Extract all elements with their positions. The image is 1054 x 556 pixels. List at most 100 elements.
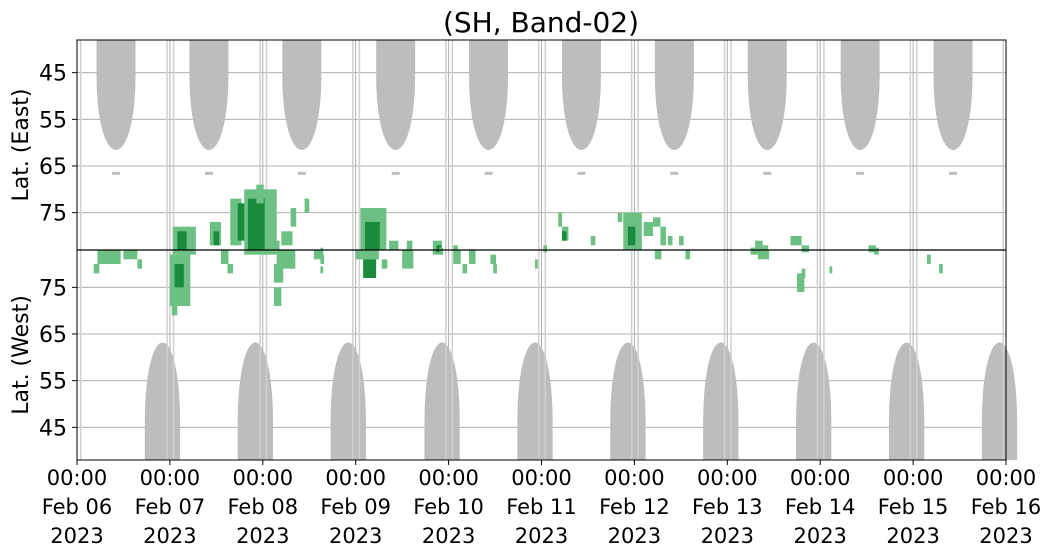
x-tick-time: 00:00 [140,466,201,490]
upper-y-tick-label: 45 [39,62,67,87]
green-patch-west [402,250,414,269]
green-patch-east [558,212,562,227]
green-patch-west [685,250,691,260]
x-tick-time: 00:00 [604,466,665,490]
gray-region-east [96,40,136,150]
x-tick-year: 2023 [422,524,475,548]
green-patch-east [281,231,293,246]
gray-region-east [933,40,973,150]
green-patch-east [678,236,684,246]
gray-region-west [144,342,181,460]
green-patch-east [304,198,310,213]
green-patch-west [320,247,324,255]
x-tick-date: Feb 16 [971,495,1042,519]
x-tick-time: 00:00 [233,466,294,490]
gray-region-west [424,342,460,460]
green-patch-east [213,231,220,246]
green-patch-east [755,240,763,250]
x-tick-year: 2023 [701,524,754,548]
green-patch-west [320,266,324,274]
gray-region-west [796,342,832,460]
green-patch-west [355,250,379,260]
green-patch-east [389,240,399,250]
gray-region-east [654,40,694,150]
green-patch-east [590,236,596,246]
green-patch-west [927,254,931,264]
green-patch-west [469,250,476,264]
green-patch-west [93,264,100,274]
green-patch-west [757,250,770,260]
x-tick-date: Feb 08 [228,495,299,519]
green-patch-east [801,245,810,253]
green-patch-east [406,240,413,250]
x-tick-year: 2023 [143,524,196,548]
green-patch-west [874,247,879,255]
green-patch-west [939,264,943,274]
green-patch-east [247,198,265,250]
x-tick-date: Feb 14 [785,495,856,519]
green-patch-east [868,245,876,253]
green-patch-east [643,222,653,236]
x-tick-year: 2023 [50,524,103,548]
green-patch-west [313,250,324,260]
green-patch-east [364,222,380,250]
x-tick-date: Feb 06 [42,495,113,519]
lower-y-tick-label: 45 [39,416,67,441]
green-patch-west [453,250,461,264]
green-patch-east [543,245,548,253]
x-tick-date: Feb 13 [692,495,763,519]
green-patch-west [363,259,377,278]
gray-region-east [376,40,416,150]
plot-area: 45 55 65 75 75 65 55 45 00:00 Feb 06 2023 00:00 Feb … [39,39,1042,548]
upper-y-tick-label: 75 [39,202,67,227]
green-patch-east [667,236,673,246]
gray-region-east [840,40,880,150]
x-tick-year: 2023 [793,524,846,548]
x-tick-time: 00:00 [697,466,758,490]
x-tick-year: 2023 [236,524,289,548]
lower-y-tick-label: 65 [39,323,67,348]
green-patch-west [220,250,229,264]
green-patch-west [439,247,444,255]
green-patch-east [790,236,802,246]
x-tick-date: Feb 10 [413,495,484,519]
gray-region-west [703,342,739,460]
green-patch-west [137,259,143,269]
green-patch-east [436,245,442,253]
green-patch-west [750,247,758,255]
green-patch-west [97,250,121,264]
green-patch-west [123,250,138,260]
gray-region-east [747,40,787,150]
x-tick-time: 00:00 [976,466,1037,490]
green-patch-east [627,226,636,246]
green-patch-west [320,254,325,264]
x-tick-time: 00:00 [325,466,386,490]
upper-y-tick-label: 65 [39,155,67,180]
green-patch-east [272,240,280,250]
x-tick-time: 00:00 [511,466,572,490]
green-patch-west [227,264,234,274]
chart-title: (SH, Band-02) [443,6,639,39]
green-patch-west [493,264,497,274]
gray-region-east [469,40,509,150]
gray-region-east [561,40,601,150]
lower-y-tick-label: 55 [39,370,67,395]
green-patch-east [290,208,297,227]
x-tick-date: Feb 15 [878,495,949,519]
green-patch-west [273,287,282,306]
green-patch-west [490,254,496,264]
upper-ylabel: Lat. (East) [9,89,34,202]
x-tick-time: 00:00 [883,466,944,490]
gray-region-east [189,40,229,150]
x-tick-date: Feb 12 [599,495,670,519]
x-tick-time: 00:00 [47,466,108,490]
x-tick-year: 2023 [979,524,1032,548]
green-patch-west [462,264,468,274]
green-patch-west [796,273,805,292]
x-tick-date: Feb 11 [506,495,577,519]
green-patch-west [381,259,388,269]
green-patch-east [177,231,187,250]
x-tick-date: Feb 07 [135,495,206,519]
green-patch-east [660,226,666,246]
